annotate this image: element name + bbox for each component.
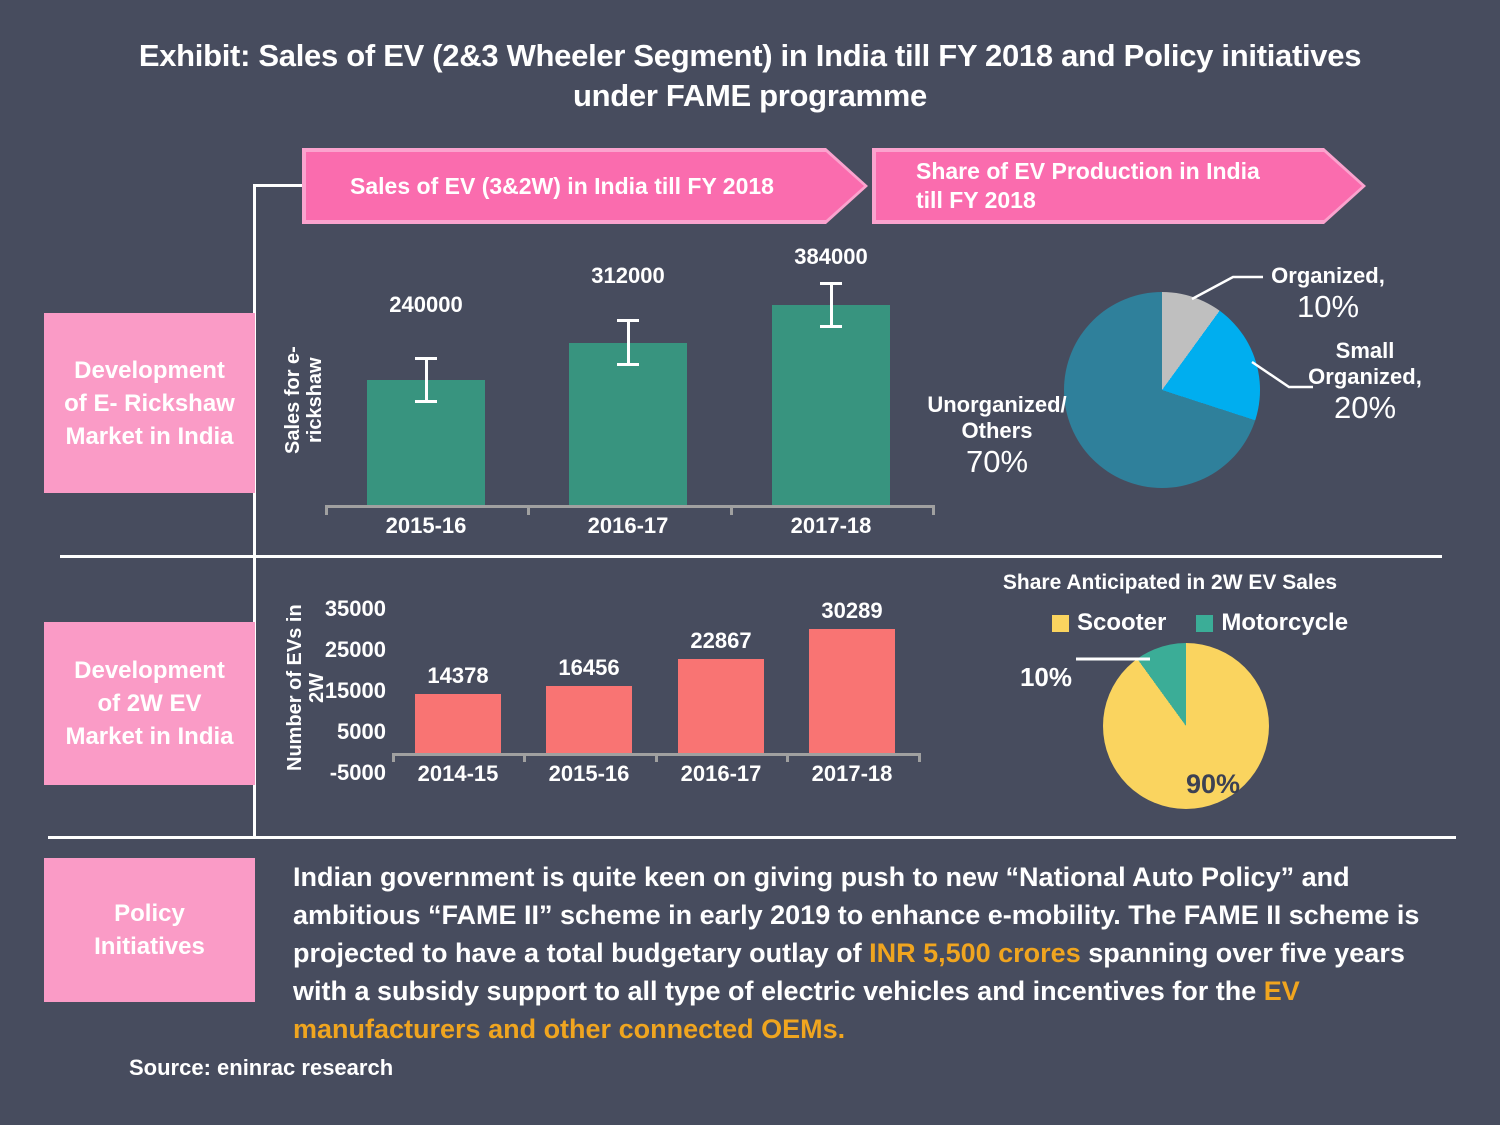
bar [809, 628, 895, 753]
error-bar-line [830, 281, 833, 329]
category-label: 2017-18 [790, 513, 872, 538]
x-axis-tick [325, 505, 328, 515]
legend-item: Motorcycle [1196, 609, 1348, 637]
y-tick-label: -5000 [329, 759, 386, 785]
pie-2w-share [1103, 643, 1269, 809]
bar [772, 305, 890, 505]
pie-slice-callout: Organized, 10% [1253, 263, 1403, 325]
slice-label-line: Unorganized/ [927, 392, 1067, 417]
pie2-legend: Scooter Motorcycle [1052, 609, 1348, 637]
bar-value-label: 240000 [389, 292, 463, 317]
scooter-percent-label: 90% [1185, 769, 1241, 799]
bar-value-label: 312000 [591, 262, 665, 288]
y-tick-label: 5000 [337, 718, 386, 744]
slice-label-line: Others [961, 418, 1033, 443]
connector-vertical-line [253, 184, 256, 838]
bar [546, 685, 632, 753]
error-bar-cap-bottom [415, 400, 437, 404]
policy-body-text: Indian government is quite keen on givin… [293, 862, 1420, 968]
category-label: 2016-17 [587, 513, 669, 538]
bar-value-label: 30289 [821, 597, 883, 623]
bar-value-label: 384000 [794, 244, 868, 269]
page-title: Exhibit: Sales of EV (2&3 Wheeler Segmen… [138, 38, 1362, 113]
error-bar-cap-bottom [820, 325, 842, 329]
section-box-2w-ev: Development of 2W EV Market in India [44, 622, 255, 785]
x-axis-tick [392, 753, 395, 762]
legend-item: Scooter [1052, 609, 1166, 637]
bar [415, 694, 501, 753]
pie-ev-production [1064, 292, 1260, 488]
connector-horizontal-line [254, 184, 304, 187]
policy-text: Indian government is quite keen on givin… [293, 858, 1451, 1048]
category-label: 2014-15 [417, 761, 499, 786]
category-label: 2016-17 [680, 761, 762, 786]
error-bar-cap-top [617, 319, 639, 323]
motorcycle-legend-swatch [1196, 614, 1214, 632]
error-bar-cap-bottom [617, 362, 639, 366]
banner-share-production-label: Share of EV Production in India till FY … [876, 152, 1362, 220]
section-box-e-rickshaw: Development of E- Rickshaw Market in Ind… [44, 313, 255, 493]
pie2-title: Share Anticipated in 2W EV Sales [1002, 571, 1338, 594]
motorcycle-percent-label: 10% [1019, 662, 1073, 692]
bar [569, 342, 687, 505]
section-box-policy: Policy Initiatives [44, 858, 255, 1002]
category-label: 2015-16 [385, 513, 467, 538]
bar-value-label: 22867 [690, 628, 752, 654]
error-bar-cap-top [415, 356, 437, 360]
banner-share-production: Share of EV Production in India till FY … [872, 148, 1366, 224]
x-axis-tick [918, 753, 921, 762]
error-bar-cap-top [820, 281, 842, 285]
policy-body-text: spanning over five years with a subsidy … [293, 938, 1405, 1006]
slice-label-line: Organized, [1308, 364, 1422, 389]
pie-slice-callout: Unorganized/Others 70% [910, 392, 1084, 480]
slice-percent: 10% [1296, 289, 1360, 324]
scooter-legend-swatch [1052, 614, 1069, 632]
y-tick-label: 25000 [324, 636, 386, 662]
x-axis-tick [523, 753, 526, 762]
x-axis-tick [655, 753, 658, 762]
bar [678, 659, 764, 753]
banner-sales-ev-label: Sales of EV (3&2W) in India till FY 2018 [306, 152, 864, 220]
bar-value-label: 16456 [558, 654, 620, 680]
banner-sales-ev: Sales of EV (3&2W) in India till FY 2018 [302, 148, 868, 224]
section-divider-2 [48, 836, 1456, 839]
x-axis-tick [730, 505, 733, 515]
source-note: Source: eninrac research [129, 1055, 394, 1080]
x-axis-tick [786, 753, 789, 762]
slice-label-line: Organized, [1271, 263, 1385, 288]
bar-value-label: 14378 [427, 663, 489, 689]
legend-label: Motorcycle [1221, 609, 1349, 636]
section-divider-1 [60, 555, 1442, 558]
pie-slice-callout: Small Organized, 20% [1283, 338, 1447, 426]
x-axis-tick [932, 505, 935, 515]
slice-label-line: Small [1335, 338, 1395, 363]
error-bar-line [627, 319, 630, 366]
policy-highlight-text: INR 5,500 crores [869, 938, 1081, 968]
legend-label: Scooter [1077, 609, 1167, 636]
slice-percent: 70% [965, 444, 1029, 479]
category-label: 2017-18 [811, 761, 893, 786]
category-label: 2015-16 [548, 761, 630, 786]
policy-highlight-text: EV manufacturers and other connected OEM… [293, 976, 1300, 1044]
x-axis-tick [527, 505, 530, 515]
error-bar-line [425, 356, 428, 404]
slice-percent: 20% [1333, 390, 1397, 425]
y-tick-label: 15000 [324, 677, 386, 703]
x-axis-line [325, 505, 932, 508]
y-tick-label: 35000 [324, 595, 386, 621]
